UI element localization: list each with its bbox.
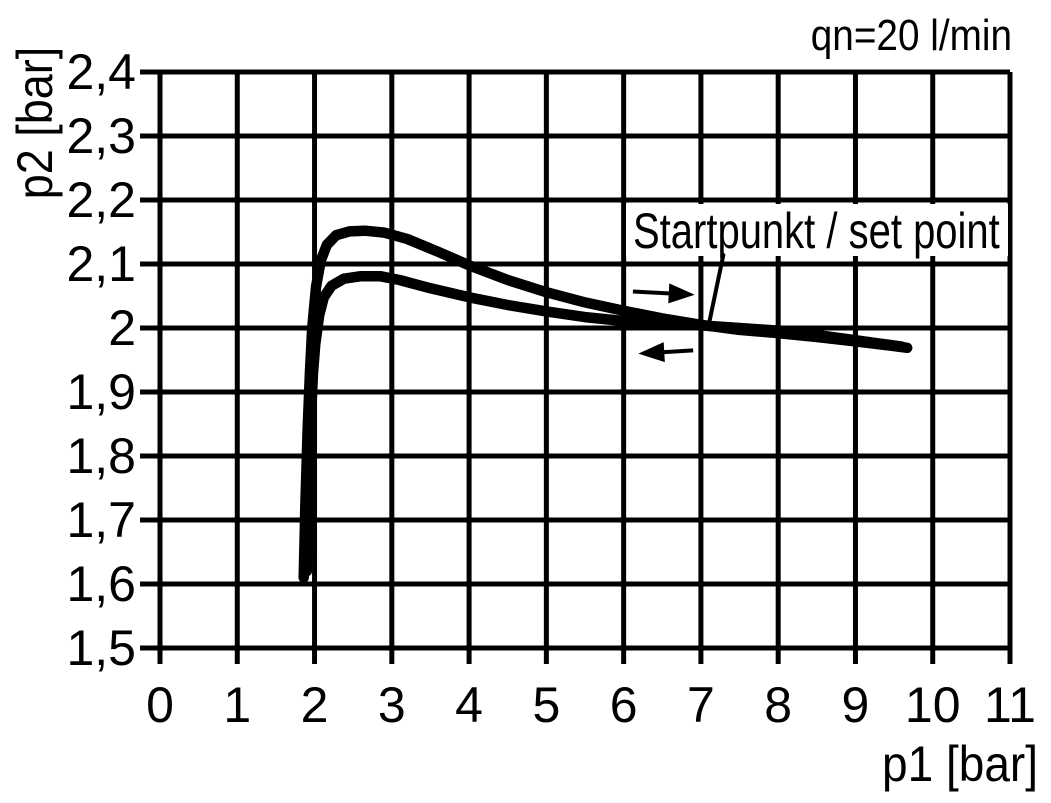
x-axis-tick-labels: 0 1 2 3 4 5 6 7 8 9 10 11 bbox=[146, 677, 1036, 733]
y-tick-label: 1,6 bbox=[66, 556, 136, 612]
x-tick-label: 8 bbox=[764, 677, 792, 733]
x-tick-label: 11 bbox=[984, 677, 1036, 733]
x-tick-label: 3 bbox=[378, 677, 406, 733]
arrow-right-head-icon bbox=[668, 283, 695, 304]
x-tick-label: 10 bbox=[905, 677, 961, 733]
annotation-background bbox=[626, 204, 1008, 256]
plot-grid bbox=[157, 69, 1013, 651]
y-tick-label: 1,9 bbox=[66, 364, 136, 420]
x-tick-label: 0 bbox=[146, 677, 174, 733]
y-tick-label: 2,3 bbox=[66, 108, 136, 164]
x-axis-label: p1 [bar] bbox=[882, 737, 1038, 792]
annotation-leader-line bbox=[706, 253, 726, 328]
x-tick-label: 2 bbox=[301, 677, 329, 733]
y-tick-label: 2,2 bbox=[66, 172, 136, 228]
x-tick-label: 5 bbox=[532, 677, 560, 733]
flow-direction-arrows bbox=[632, 283, 695, 363]
y-tick-label: 1,5 bbox=[66, 620, 136, 676]
curve-return bbox=[301, 270, 908, 577]
y-tick-label: 2,1 bbox=[66, 236, 136, 292]
y-tick-label: 2,4 bbox=[66, 44, 136, 100]
arrow-left-shaft bbox=[662, 348, 694, 355]
y-axis-label: p2 [bar] bbox=[8, 47, 64, 200]
x-tick-label: 4 bbox=[455, 677, 483, 733]
y-tick-label: 1,8 bbox=[66, 428, 136, 484]
y-tick-label: 2 bbox=[108, 300, 136, 356]
x-tick-label: 6 bbox=[610, 677, 638, 733]
y-axis-tick-labels: 1,5 1,6 1,7 1,8 1,9 2 2,1 2,2 2,3 2,4 bbox=[66, 44, 136, 676]
arrow-left-head-icon bbox=[638, 342, 665, 363]
characteristic-curves bbox=[298, 225, 913, 583]
x-tick-label: 1 bbox=[223, 677, 251, 733]
axis-ticks bbox=[140, 69, 1013, 664]
x-tick-label: 7 bbox=[687, 677, 715, 733]
set-point-annotation: Startpunkt / set point bbox=[626, 203, 1008, 328]
arrow-right-shaft bbox=[632, 289, 671, 296]
x-tick-label: 9 bbox=[842, 677, 870, 733]
chart-title: qn=20 l/min bbox=[811, 10, 1012, 60]
set-point-annotation-label: Startpunkt / set point bbox=[633, 203, 1000, 259]
y-tick-label: 1,7 bbox=[66, 492, 136, 548]
